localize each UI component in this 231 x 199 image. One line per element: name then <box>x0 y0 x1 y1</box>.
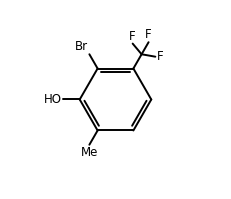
Text: Br: Br <box>75 40 88 53</box>
Text: HO: HO <box>44 93 62 106</box>
Text: Me: Me <box>81 146 98 159</box>
Text: F: F <box>145 28 152 41</box>
Text: F: F <box>157 50 164 63</box>
Text: F: F <box>129 30 136 43</box>
